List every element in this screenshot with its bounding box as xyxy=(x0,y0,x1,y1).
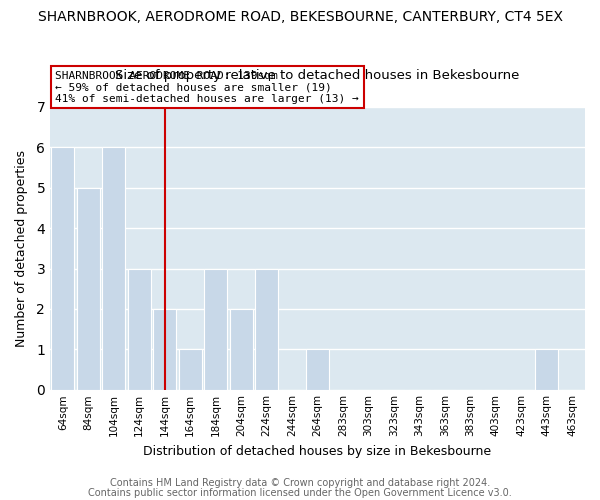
Text: Contains HM Land Registry data © Crown copyright and database right 2024.: Contains HM Land Registry data © Crown c… xyxy=(110,478,490,488)
Text: SHARNBROOK, AERODROME ROAD, BEKESBOURNE, CANTERBURY, CT4 5EX: SHARNBROOK, AERODROME ROAD, BEKESBOURNE,… xyxy=(37,10,563,24)
Bar xyxy=(153,309,176,390)
Bar xyxy=(230,309,253,390)
X-axis label: Distribution of detached houses by size in Bekesbourne: Distribution of detached houses by size … xyxy=(143,444,491,458)
Y-axis label: Number of detached properties: Number of detached properties xyxy=(15,150,28,347)
Text: Contains public sector information licensed under the Open Government Licence v3: Contains public sector information licen… xyxy=(88,488,512,498)
Bar xyxy=(255,268,278,390)
Bar xyxy=(77,188,100,390)
Bar xyxy=(128,268,151,390)
Bar xyxy=(102,147,125,390)
Bar xyxy=(204,268,227,390)
Bar xyxy=(306,350,329,390)
Bar xyxy=(179,350,202,390)
Bar xyxy=(535,350,558,390)
Text: SHARNBROOK AERODROME ROAD: 139sqm
← 59% of detached houses are smaller (19)
41% : SHARNBROOK AERODROME ROAD: 139sqm ← 59% … xyxy=(55,70,359,104)
Title: Size of property relative to detached houses in Bekesbourne: Size of property relative to detached ho… xyxy=(115,69,520,82)
Bar xyxy=(52,147,74,390)
